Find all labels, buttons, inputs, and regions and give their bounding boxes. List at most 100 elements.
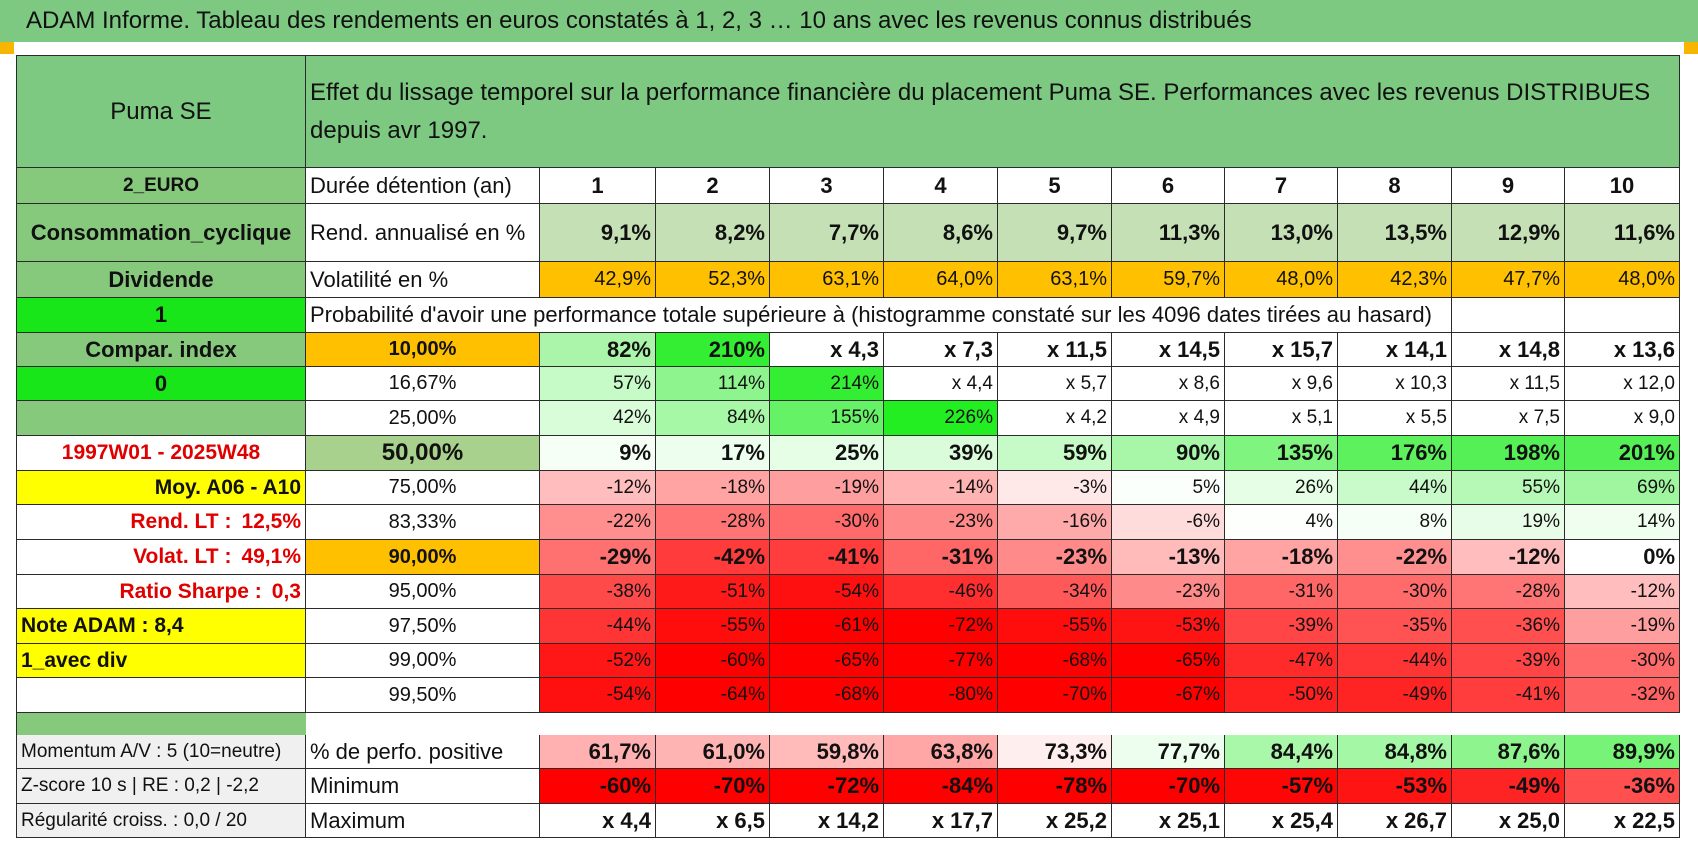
long-term-volatility-value: 49,1% <box>241 545 301 568</box>
quantile-value-cell: -65% <box>770 644 884 678</box>
quantile-value-cell: -31% <box>1225 575 1338 609</box>
maximum-cell: x 26,7 <box>1338 804 1452 838</box>
regularity-cell: Régularité croiss. : 0,0 / 20 <box>17 804 306 838</box>
annual-return-cell: 8,6% <box>884 204 998 262</box>
long-term-volatility-cell: Volat. LT : 49,1% <box>17 540 306 575</box>
quantile-value-cell: -49% <box>1338 678 1452 713</box>
positive-share-cell: 61,0% <box>656 735 770 769</box>
quantile-value-cell: 82% <box>540 333 656 367</box>
positive-share-cell: 63,8% <box>884 735 998 769</box>
quantile-value-cell: -36% <box>1452 609 1565 644</box>
blank-green-cell <box>17 401 306 436</box>
quantile-value-cell: -68% <box>998 644 1112 678</box>
company-name-cell: Puma SE <box>17 56 306 168</box>
quantile-value-cell: -54% <box>540 678 656 713</box>
quantile-value-cell: x 4,2 <box>998 401 1112 436</box>
annual-return-cell: 11,3% <box>1112 204 1225 262</box>
probability-title: Probabilité d'avoir une performance tota… <box>306 298 1452 333</box>
gap-green-cell <box>17 713 306 735</box>
minimum-cell: -70% <box>1112 769 1225 804</box>
annual-return-cell: 9,1% <box>540 204 656 262</box>
quantile-value-cell: 44% <box>1338 471 1452 505</box>
flag-one-cell: 1 <box>17 298 306 333</box>
volatility-cell: 48,0% <box>1225 262 1338 298</box>
annual-return-cell: 9,7% <box>998 204 1112 262</box>
quantile-value-cell: -52% <box>540 644 656 678</box>
quantile-value-cell: 39% <box>884 436 998 471</box>
annual-return-cell: 12,9% <box>1452 204 1565 262</box>
banner-edge-marker-left <box>0 42 14 54</box>
duration-header-cell: 2 <box>656 168 770 204</box>
volatility-cell: 42,9% <box>540 262 656 298</box>
zscore-cell: Z-score 10 s | RE : 0,2 | -2,2 <box>17 769 306 804</box>
quantile-value-cell: -28% <box>656 505 770 540</box>
sharpe-ratio-value: 0,3 <box>271 579 301 603</box>
quantile-value-cell: -70% <box>998 678 1112 713</box>
quantile-value-cell: -32% <box>1565 678 1680 713</box>
quantile-value-cell: x 4,3 <box>770 333 884 367</box>
maximum-cell: x 25,1 <box>1112 804 1225 838</box>
quantile-value-cell: -35% <box>1338 609 1452 644</box>
duration-header-cell: 3 <box>770 168 884 204</box>
minimum-cell: -53% <box>1338 769 1452 804</box>
blank-cell <box>1452 298 1565 333</box>
quantile-value-cell: 84% <box>656 401 770 436</box>
quantile-value-cell: x 5,7 <box>998 367 1112 401</box>
quantile-value-cell: -67% <box>1112 678 1225 713</box>
annual-return-label: Rend. annualisé en % <box>306 204 540 262</box>
compare-index-cell: Compar. index <box>17 333 306 367</box>
currency-cell: 2_EURO <box>17 168 306 204</box>
volatility-cell: 48,0% <box>1565 262 1680 298</box>
long-term-return-label: Rend. LT : <box>130 510 232 533</box>
maximum-cell: x 25,0 <box>1452 804 1565 838</box>
quantile-value-cell: 0% <box>1565 540 1680 575</box>
quantile-value-cell: -14% <box>884 471 998 505</box>
quantile-value-cell: -44% <box>540 609 656 644</box>
quantile-value-cell: 5% <box>1112 471 1225 505</box>
quantile-value-cell: 201% <box>1565 436 1680 471</box>
adam-score-cell: Note ADAM : 8,4 <box>17 609 306 644</box>
quantile-value-cell: -19% <box>770 471 884 505</box>
positive-share-cell: 84,4% <box>1225 735 1338 769</box>
quantile-value-cell: -22% <box>1338 540 1452 575</box>
quantile-value-cell: -6% <box>1112 505 1225 540</box>
maximum-cell: x 14,2 <box>770 804 884 838</box>
quantile-value-cell: -12% <box>540 471 656 505</box>
quantile-value-cell: x 9,6 <box>1225 367 1338 401</box>
volatility-cell: 64,0% <box>884 262 998 298</box>
quantile-value-cell: -30% <box>1338 575 1452 609</box>
quantile-value-cell: -60% <box>656 644 770 678</box>
quantile-value-cell: 57% <box>540 367 656 401</box>
minimum-cell: -57% <box>1225 769 1338 804</box>
quantile-value-cell: 42% <box>540 401 656 436</box>
quantile-value-cell: -44% <box>1338 644 1452 678</box>
quantile-value-cell: 155% <box>770 401 884 436</box>
quantile-label-cell: 90,00% <box>306 540 540 575</box>
positive-share-cell: 84,8% <box>1338 735 1452 769</box>
duration-header-cell: 9 <box>1452 168 1565 204</box>
annual-return-cell: 8,2% <box>656 204 770 262</box>
maximum-cell: x 25,2 <box>998 804 1112 838</box>
quantile-value-cell: 214% <box>770 367 884 401</box>
volatility-cell: 63,1% <box>998 262 1112 298</box>
duration-header-cell: 7 <box>1225 168 1338 204</box>
quantile-value-cell: -39% <box>1452 644 1565 678</box>
quantile-label-cell: 25,00% <box>306 401 540 436</box>
quantile-value-cell: -18% <box>1225 540 1338 575</box>
quantile-value-cell: -51% <box>656 575 770 609</box>
quantile-value-cell: -38% <box>540 575 656 609</box>
positive-share-cell: 89,9% <box>1565 735 1680 769</box>
dividend-cell: Dividende <box>17 262 306 298</box>
positive-share-cell: 87,6% <box>1452 735 1565 769</box>
flag-zero-cell: 0 <box>17 367 306 401</box>
quantile-value-cell: 69% <box>1565 471 1680 505</box>
annual-return-cell: 13,0% <box>1225 204 1338 262</box>
quantile-value-cell: -12% <box>1565 575 1680 609</box>
annual-return-cell: 7,7% <box>770 204 884 262</box>
quantile-value-cell: -80% <box>884 678 998 713</box>
quantile-value-cell: x 5,5 <box>1338 401 1452 436</box>
gap-row <box>306 713 1680 735</box>
quantile-value-cell: -47% <box>1225 644 1338 678</box>
maximum-cell: x 25,4 <box>1225 804 1338 838</box>
quantile-value-cell: 59% <box>998 436 1112 471</box>
